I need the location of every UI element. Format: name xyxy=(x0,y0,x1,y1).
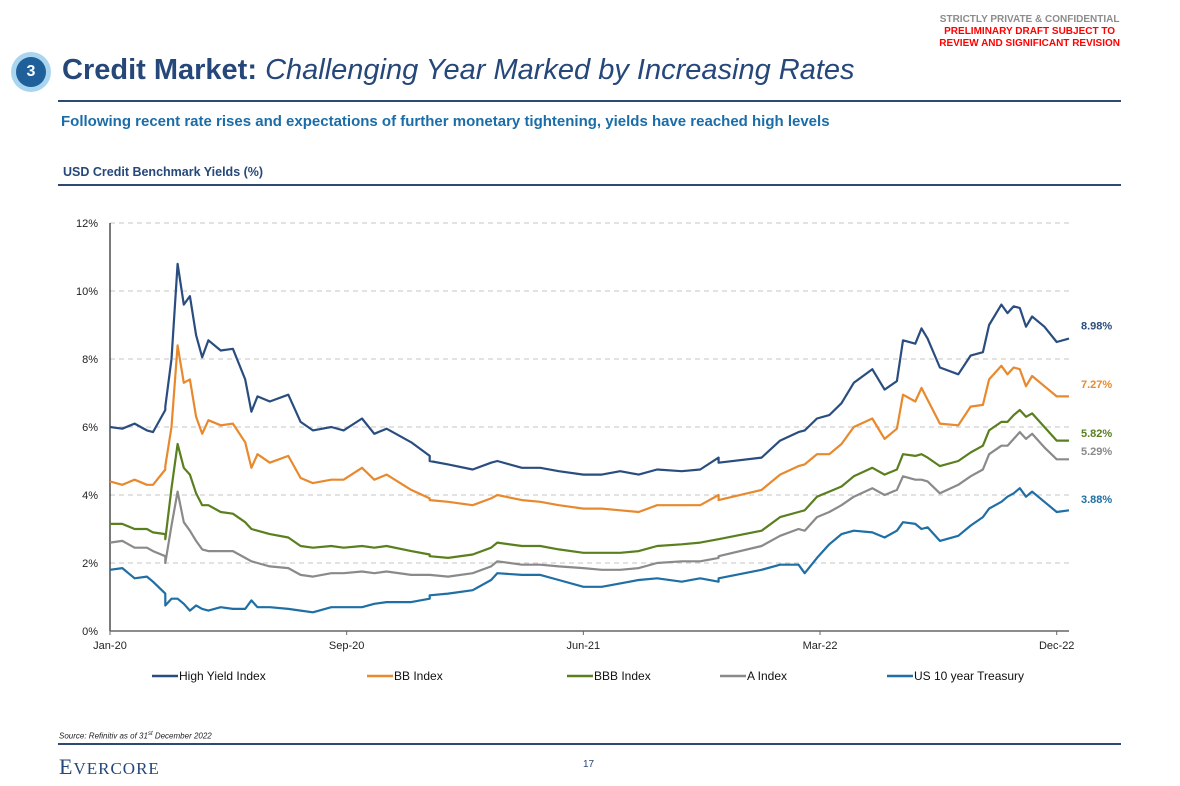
source-text-suffix: December 2022 xyxy=(152,731,212,741)
page-subtitle: Following recent rate rises and expectat… xyxy=(61,113,830,130)
y-tick-label: 0% xyxy=(82,626,98,638)
logo-rest: VERCORE xyxy=(73,759,160,778)
y-axis-ticks: 0% 2% 4% 6% 8% 10% 12% xyxy=(76,218,98,638)
series-line-a-index xyxy=(109,431,1069,578)
y-tick-label: 2% xyxy=(82,558,98,570)
source-note: Source: Refinitiv as of 31st December 20… xyxy=(59,731,212,741)
page-title: Credit Market: Challenging Year Marked b… xyxy=(62,54,855,87)
end-value-label: 8.98% xyxy=(1081,321,1112,333)
gridlines xyxy=(109,222,1069,632)
series-line-high-yield-index xyxy=(109,262,1070,476)
chart-heading-divider xyxy=(58,184,1121,186)
evercore-logo: EVERCORE xyxy=(59,754,160,780)
y-tick-label: 12% xyxy=(76,218,98,230)
end-value-label: 3.88% xyxy=(1081,494,1112,506)
page-title-bold: Credit Market: xyxy=(62,54,257,86)
source-text: Source: Refinitiv as of 31 xyxy=(59,731,148,741)
chart-heading: USD Credit Benchmark Yields (%) xyxy=(63,165,264,179)
end-value-label: 7.27% xyxy=(1081,379,1112,391)
series-line-us-10-year-treasury xyxy=(109,487,1070,614)
y-tick-label: 8% xyxy=(82,354,98,366)
legend: High Yield Index BB Index BBB Index A Index… xyxy=(152,669,1024,683)
section-number-badge: 3 xyxy=(11,52,51,92)
end-value-label: 5.29% xyxy=(1081,446,1112,458)
logo-initial: E xyxy=(59,754,74,779)
x-tick-label: Jan-20 xyxy=(93,640,127,652)
x-axis-ticks: Jan-20 Sep-20 Jun-21 Mar-22 Dec-22 xyxy=(93,631,1074,652)
legend-label: BBB Index xyxy=(594,669,651,683)
y-tick-label: 6% xyxy=(82,422,98,434)
legend-label: US 10 year Treasury xyxy=(914,669,1024,683)
series-line-bb-index xyxy=(109,344,1069,514)
legend-label: BB Index xyxy=(394,669,443,683)
footer-divider xyxy=(58,743,1121,745)
confidentiality-notice: STRICTLY PRIVATE & CONFIDENTIAL PRELIMIN… xyxy=(939,14,1120,50)
legend-label: A Index xyxy=(747,669,787,683)
series-lines xyxy=(109,262,1070,614)
line-chart: 0% 2% 4% 6% 8% 10% 12% Jan-20 Sep-20 Jun-21 Mar-2… xyxy=(76,218,1112,683)
x-tick-label: Jun-21 xyxy=(567,640,601,652)
draft-notice-line: PRELIMINARY DRAFT SUBJECT TO xyxy=(944,26,1116,37)
x-tick-label: Dec-22 xyxy=(1039,640,1074,652)
end-value-label: 5.82% xyxy=(1081,428,1112,440)
legend-label: High Yield Index xyxy=(179,669,266,683)
page-title-italic: Challenging Year Marked by Increasing Ra… xyxy=(265,54,855,86)
confidentiality-line: STRICTLY PRIVATE & CONFIDENTIAL xyxy=(939,14,1120,25)
series-line-bbb-index xyxy=(110,408,1069,559)
x-tick-label: Mar-22 xyxy=(803,640,838,652)
source-superscript: st xyxy=(147,731,153,737)
end-value-labels: 8.98% 7.27% 5.82% 5.29% 3.88% xyxy=(1081,321,1112,506)
x-tick-label: Sep-20 xyxy=(329,640,364,652)
page-number: 17 xyxy=(583,759,595,770)
title-divider xyxy=(58,100,1121,102)
section-number: 3 xyxy=(16,57,46,87)
y-tick-label: 4% xyxy=(82,490,98,502)
y-tick-label: 10% xyxy=(76,286,98,298)
draft-notice-line: REVIEW AND SIGNIFICANT REVISION xyxy=(939,38,1120,49)
